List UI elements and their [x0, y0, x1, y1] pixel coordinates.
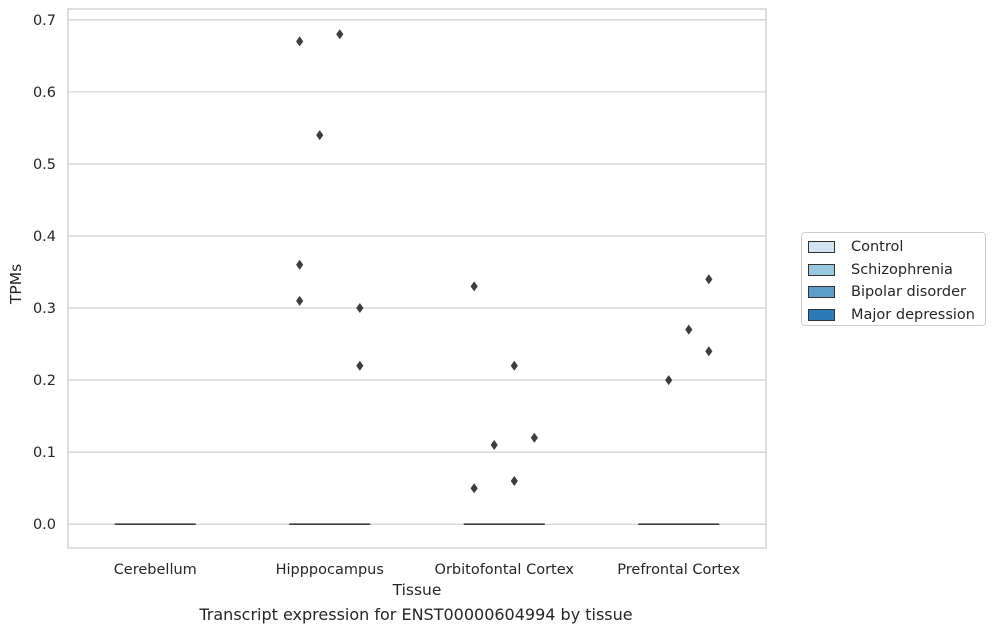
x-axis-label: Tissue [392, 581, 442, 599]
outlier-point [296, 259, 304, 270]
legend-label: Major depression [851, 307, 975, 324]
grid-lines [68, 19, 766, 525]
y-axis-ticks: 0.0 0.1 0.2 0.3 0.4 0.5 0.6 0.7 [33, 13, 56, 533]
outlier-points [296, 29, 713, 494]
y-tick-label: 0.4 [33, 229, 56, 245]
outlier-point [316, 130, 324, 141]
x-axis-ticks: Cerebellum Hipppocampus Orbitofontal Corte… [114, 562, 741, 578]
x-tick-label: Orbitofontal Cortex [435, 562, 575, 578]
y-tick-label: 0.2 [33, 373, 56, 389]
outlier-point [356, 303, 364, 314]
x-tick-label: Hipppocampus [276, 562, 384, 578]
y-tick-label: 0.1 [33, 445, 56, 461]
y-tick-label: 0.0 [33, 517, 56, 533]
y-axis-label: TPMs [7, 264, 25, 305]
outlier-point [336, 29, 344, 40]
x-tick-label: Prefrontal Cortex [617, 562, 740, 578]
legend-label: Bipolar disorder [851, 284, 966, 301]
legend-swatch [808, 241, 835, 254]
outlier-point [510, 475, 518, 486]
y-tick-label: 0.7 [33, 13, 56, 29]
legend-item: Major depression [808, 304, 985, 327]
legend-item: Control [808, 236, 985, 259]
legend-label: Schizophrenia [851, 261, 953, 278]
legend-item: Bipolar disorder [808, 281, 985, 304]
outlier-point [705, 346, 713, 357]
legend: Control Schizophrenia Bipolar disorder Majo… [801, 232, 986, 326]
outlier-point [296, 36, 304, 47]
y-tick-label: 0.5 [33, 157, 56, 173]
chart-caption: Transcript expression for ENST0000060499… [199, 605, 633, 624]
outlier-point [490, 439, 498, 450]
y-tick-label: 0.3 [33, 301, 56, 317]
plot-frame [67, 8, 767, 549]
outlier-point [685, 324, 693, 335]
outlier-point [530, 432, 538, 443]
x-tick-label: Cerebellum [114, 562, 197, 578]
legend-label: Control [851, 239, 904, 256]
y-tick-label: 0.6 [33, 85, 56, 101]
outlier-point [510, 360, 518, 371]
outlier-point [470, 281, 478, 292]
legend-item: Schizophrenia [808, 259, 985, 282]
outlier-point [705, 274, 713, 285]
outlier-point [470, 483, 478, 494]
legend-swatch [808, 309, 835, 322]
outlier-point [665, 375, 673, 386]
legend-swatch [808, 263, 835, 276]
legend-swatch [808, 286, 835, 299]
outlier-point [356, 360, 364, 371]
outlier-point [296, 295, 304, 306]
